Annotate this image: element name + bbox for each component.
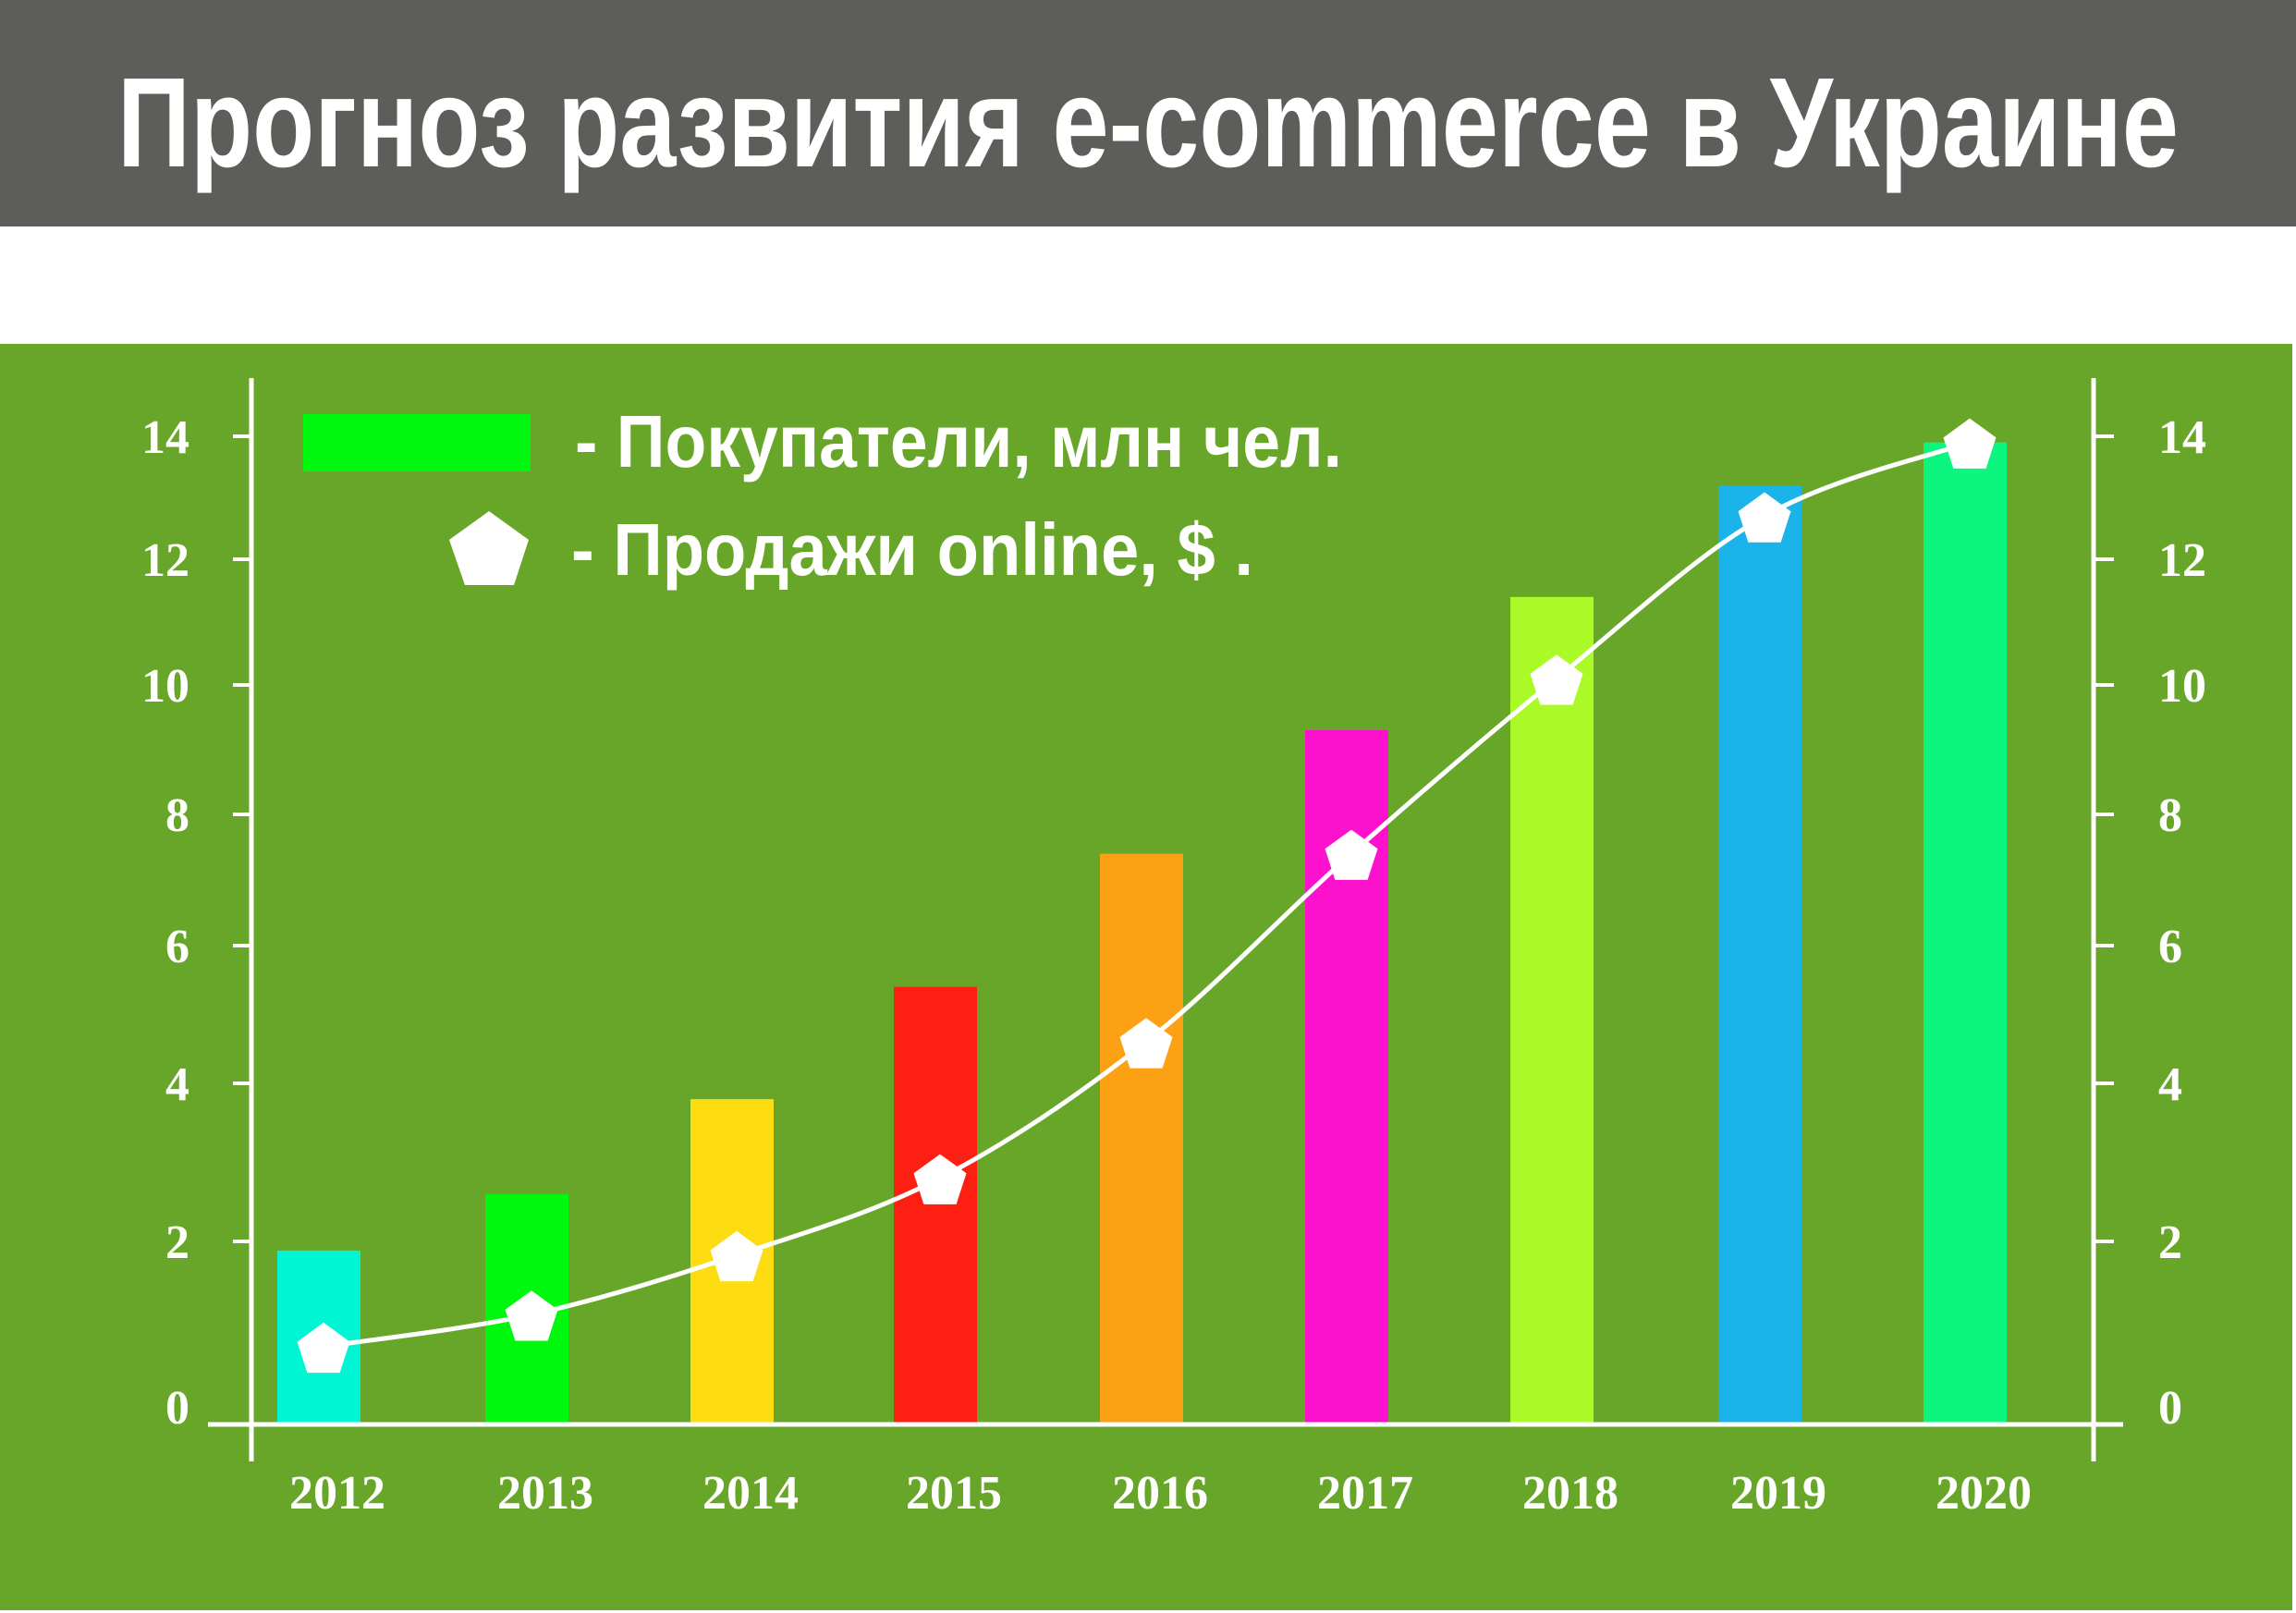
- header-bar: [0, 0, 2296, 226]
- sales-marker-2015: [913, 1154, 967, 1204]
- right-tick-label: 6: [2158, 921, 2182, 973]
- x-labels: 2012 2013 2014 2015 2016 2017 2018 2019 2020: [289, 1467, 2032, 1520]
- right-tick-label: 2: [2158, 1216, 2182, 1269]
- x-tick-label: 2015: [906, 1467, 1002, 1520]
- sales-marker-2017: [1325, 829, 1378, 880]
- sales-marker-2012: [297, 1322, 350, 1374]
- right-tick-label: 14: [2158, 411, 2206, 464]
- right-tick-label: 10: [2158, 660, 2206, 713]
- legend-pentagon-icon: [449, 511, 529, 585]
- right-tick-label: 8: [2158, 789, 2182, 842]
- bar-2018: [1510, 596, 1594, 1424]
- left-tick-label: 2: [165, 1216, 189, 1269]
- page-title: Прогноз развития e-commerce в Украине: [117, 52, 2179, 194]
- bar-2015: [894, 986, 977, 1424]
- markers: [297, 418, 1997, 1374]
- left-tick-label: 14: [141, 411, 189, 464]
- sales-marker-2016: [1119, 1018, 1173, 1069]
- sales-marker-2013: [505, 1290, 558, 1341]
- legend-label-sales: - Продажи online, $ .: [571, 508, 1253, 591]
- x-tick-label: 2017: [1317, 1467, 1413, 1520]
- legend-label-buyers: - Покупатели, млн чел.: [575, 400, 1342, 483]
- ticks: 0 0 2 2 4 4 6 6 8 8 10 10 12 12 14 14: [141, 411, 2206, 1435]
- left-tick-label: 4: [165, 1058, 189, 1111]
- right-tick-label: 0: [2158, 1382, 2182, 1435]
- sales-marker-2020: [1943, 418, 1997, 469]
- left-tick-label: 0: [165, 1382, 189, 1435]
- x-tick-label: 2019: [1730, 1467, 1826, 1520]
- right-tick-label: 4: [2158, 1058, 2182, 1111]
- left-tick-label: 12: [141, 534, 189, 587]
- sales-marker-2014: [710, 1230, 763, 1282]
- x-tick-label: 2018: [1522, 1467, 1618, 1520]
- sales-marker-2019: [1738, 492, 1791, 543]
- right-tick-label: 12: [2158, 534, 2206, 587]
- bar-2016: [1100, 853, 1183, 1424]
- sales-marker-2018: [1530, 654, 1583, 705]
- x-tick-label: 2012: [289, 1467, 385, 1520]
- left-tick-label: 6: [165, 921, 189, 973]
- bars: [277, 442, 2007, 1424]
- bar-2019: [1718, 485, 1801, 1424]
- bar-2020: [1924, 442, 2007, 1424]
- x-tick-label: 2013: [497, 1467, 593, 1520]
- left-tick-label: 10: [141, 660, 189, 713]
- legend-swatch-buyers: [303, 414, 531, 471]
- x-tick-label: 2014: [702, 1467, 799, 1520]
- left-tick-label: 8: [165, 789, 189, 842]
- x-tick-label: 2016: [1112, 1467, 1208, 1520]
- x-tick-label: 2020: [1936, 1467, 2032, 1520]
